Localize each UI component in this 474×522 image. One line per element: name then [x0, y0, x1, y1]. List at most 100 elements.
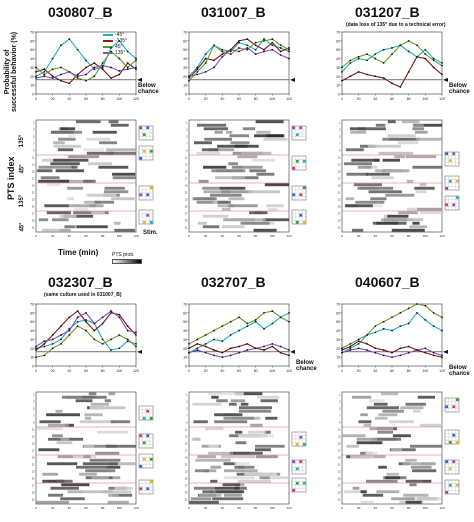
x-tick-label: 120: [133, 234, 138, 238]
series-point: [35, 347, 37, 350]
heatmap-cell: [420, 211, 442, 215]
chance-arrow: [290, 77, 295, 82]
x-tick-label: 60: [84, 369, 88, 373]
icon-cell: [299, 193, 303, 197]
series-point: [416, 311, 418, 314]
heatmap-cell: [109, 462, 136, 466]
series-point: [196, 338, 199, 341]
heatmap-cell: [409, 444, 442, 448]
x-tick-label: 80: [254, 234, 258, 238]
heatmap-cell: [211, 169, 246, 173]
series-point: [254, 319, 257, 321]
series-point: [407, 307, 410, 310]
series-point: [391, 53, 393, 56]
heatmap-cell: [233, 218, 266, 222]
row-tick-label: 23: [338, 199, 341, 202]
heatmap-cell: [67, 197, 74, 201]
series-point: [238, 316, 240, 319]
heatmap-cell: [67, 490, 83, 494]
heatmap-cell: [256, 130, 271, 134]
x-tick-label: 20: [204, 369, 208, 373]
icon-cell: [142, 220, 146, 224]
panel-title-3: 031207_B: [355, 4, 420, 20]
x-tick-label: 20: [357, 234, 361, 238]
heatmap-cell: [84, 444, 95, 448]
series-point: [221, 50, 224, 53]
x-tick-label: 40: [221, 234, 225, 238]
icon-cell: [295, 159, 299, 163]
series-point: [118, 334, 121, 336]
series-point: [101, 342, 104, 345]
series-point: [188, 79, 190, 82]
y-tick-label: 60: [336, 311, 340, 315]
series-point: [424, 304, 427, 307]
series-point: [279, 316, 282, 319]
row-tick-label: 3: [339, 129, 341, 132]
electrode-grid-icon: [291, 125, 307, 141]
icon-cell: [455, 440, 459, 444]
row-tick-label: 29: [32, 220, 35, 223]
x-tick-label: 120: [286, 234, 291, 238]
heatmap-cell: [406, 179, 414, 183]
series-point: [126, 329, 129, 332]
y-tick-label: 40: [336, 57, 340, 61]
y-tick-label: 60: [30, 311, 34, 315]
chance-arrow: [137, 349, 142, 354]
series-point: [76, 316, 79, 319]
heatmap-cell: [377, 437, 401, 441]
heatmap-cell: [409, 483, 417, 487]
heatmap-cell: [65, 423, 74, 427]
row-tick-label: 13: [338, 436, 341, 439]
heatmap-cell: [369, 399, 385, 403]
y-tick-label: 40: [183, 329, 187, 333]
heatmap-cell: [40, 176, 60, 180]
heatmap-cell: [356, 437, 378, 441]
y-tick-label: 30: [336, 338, 340, 342]
series-point: [341, 347, 343, 350]
heatmap-cell: [50, 130, 74, 134]
icon-cell: [146, 193, 150, 197]
heatmap-cell: [217, 144, 248, 148]
series-point: [279, 47, 282, 49]
heatmap-cell: [63, 214, 94, 218]
heatmap-cell: [86, 137, 111, 141]
series-point: [432, 57, 435, 60]
row-tick-label: 7: [186, 415, 188, 418]
heatmap-cell: [230, 141, 250, 145]
heatmap-cell: [386, 472, 399, 476]
row-tick-label: 23: [32, 471, 35, 474]
icon-cell: [146, 434, 150, 438]
heatmap-cell: [231, 165, 243, 169]
series-point: [279, 50, 282, 53]
heatmap-cell: [53, 144, 82, 148]
heatmap-cell: [192, 197, 217, 201]
heatmap-cell: [56, 479, 73, 483]
heatmap-cell: [406, 218, 424, 222]
heatmap-cell: [215, 176, 246, 180]
series-point: [382, 349, 385, 351]
y-tick-label: 50: [183, 48, 187, 52]
heatmap-cell: [82, 444, 117, 448]
series-point: [341, 79, 343, 82]
series-point: [118, 57, 121, 60]
series-point: [391, 329, 393, 332]
icon-cell: [295, 220, 299, 224]
y-tick-label: 50: [30, 320, 34, 324]
series-point: [441, 329, 443, 332]
heatmap-cell: [363, 423, 372, 427]
icon-cell: [295, 442, 299, 446]
heatmap-cell: [220, 193, 231, 197]
x-tick-label: 40: [67, 369, 71, 373]
y-tick-label: 0: [338, 93, 340, 97]
heatmap-cell: [413, 123, 442, 127]
row-tick-label: 19: [338, 457, 341, 460]
heatmap-cell: [61, 483, 90, 487]
heatmap-cell: [69, 204, 104, 208]
x-tick-label: 0: [188, 234, 190, 238]
heatmap-cell: [211, 395, 219, 399]
heatmap-cell: [262, 476, 289, 480]
heatmap-cell: [99, 141, 118, 145]
series-point: [374, 331, 377, 334]
row-tick-label: 3: [186, 401, 188, 404]
